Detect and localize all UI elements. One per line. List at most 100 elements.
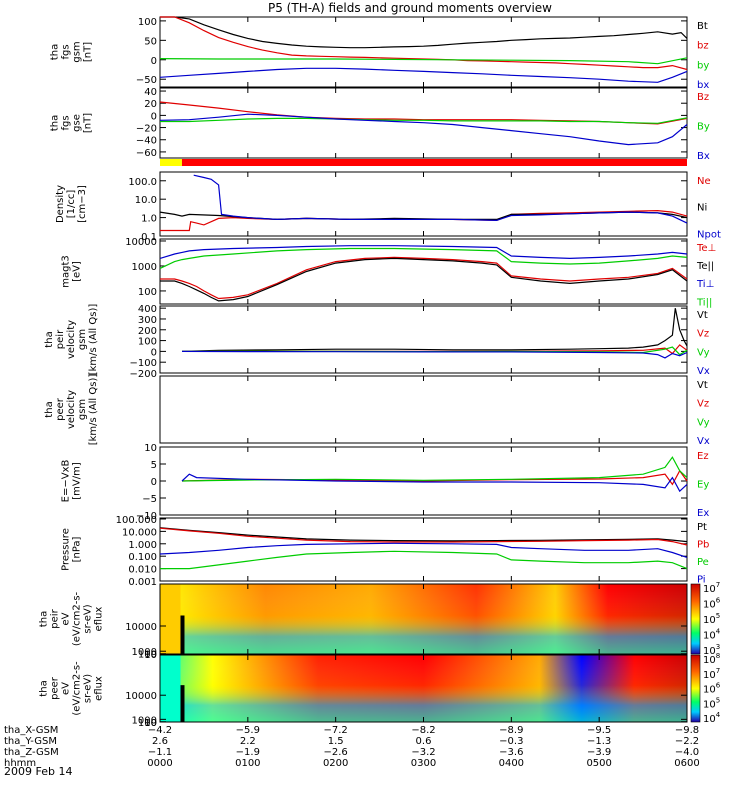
status-bar-segment (160, 159, 182, 166)
legend-label: Ex (697, 508, 709, 519)
colorbar-tick-label: 106 (703, 682, 721, 696)
x-axis-value: −4.2 (148, 725, 172, 736)
y-axis-label-line: tha (39, 680, 50, 696)
y-axis-label-line: sr-eV) (83, 674, 94, 703)
series-line-by (160, 117, 688, 124)
y-tick-label: −50 (136, 75, 157, 86)
y-axis-label-line: velocity (66, 390, 77, 429)
y-tick-label: 0.001 (128, 577, 157, 588)
legend-label: Vy (697, 417, 710, 428)
spectrogram-dropout (180, 685, 185, 722)
legend-label: Bz (697, 92, 709, 103)
y-axis-label-line: velocity (66, 320, 77, 359)
x-axis-row-label: tha_Y-GSM (4, 736, 57, 747)
y-tick-label: 40 (144, 87, 157, 98)
series-line-pb (159, 527, 688, 546)
series-line-ti (159, 245, 688, 260)
y-tick-label: 20 (144, 99, 157, 110)
x-axis-value: −3.2 (411, 747, 435, 758)
y-axis-label: tha peir velocity gsm [km/s (All Qs)] (44, 304, 99, 376)
x-axis-value: −7.2 (324, 725, 348, 736)
legend-label: Vt (697, 310, 708, 321)
y-tick-label: 100 (138, 337, 157, 348)
x-axis-value: −5.9 (236, 725, 260, 736)
y-axis-label-line: tha (44, 401, 55, 417)
legend-label: Vt (697, 380, 708, 391)
legend-label: Te|| (696, 261, 714, 272)
y-tick-label: 0.1 (141, 232, 157, 243)
x-axis-table: tha_X-GSMtha_Y-GSMtha_Z-GSMhhmm−4.22.6−1… (4, 725, 700, 769)
y-axis-label: tha fgs gsm [nT] (50, 41, 94, 62)
y-axis-label-line: [cm−3] (77, 185, 88, 223)
colorbar-tick-label: 108 (703, 652, 720, 666)
series-line-ne (160, 209, 688, 232)
y-tick-label: −100 (130, 358, 157, 369)
y-axis-label-line: E=−VxB (61, 460, 72, 503)
y-tick-label: 10 (144, 443, 157, 454)
date-label: 2009 Feb 14 (4, 765, 73, 778)
y-axis-label-line: tha (44, 331, 55, 347)
y-axis-label-line: eflux (94, 607, 105, 632)
y-tick-label: −10 (136, 511, 157, 522)
y-axis-label-line: peer (55, 397, 66, 421)
y-axis-label: tha peer eV (eV/cm2-s-sr-eV) eflux (39, 661, 105, 716)
y-tick-label: −40 (136, 136, 157, 147)
y-tick-label: 0 (151, 347, 157, 358)
y-axis-label-line: [km/s (All Qs)] (88, 374, 99, 446)
series-line-vt (181, 308, 688, 352)
x-axis-value: −8.9 (499, 725, 523, 736)
legend-label: Bx (697, 151, 710, 162)
panel-7: 10 5 0 −5 −10 E=−VxB [mV/m] Ez Ey Ex (61, 443, 710, 522)
legend-label: Vy (697, 347, 710, 358)
series-line-pi (159, 542, 688, 558)
y-axis-label-line: [nT] (83, 113, 94, 133)
colorbar-tick-label: 106 (703, 597, 721, 611)
y-tick-label: −200 (130, 369, 157, 380)
series-line-ey (181, 456, 688, 482)
series-line-bx (159, 67, 688, 83)
y-axis-label-line: (eV/cm2-s- (72, 661, 83, 716)
panel-frame (159, 517, 688, 582)
y-tick-label: 50 (144, 36, 157, 47)
y-tick-label: 10.0 (135, 195, 157, 206)
panel-frame (159, 375, 688, 444)
plot-title: P5 (TH-A) fields and ground moments over… (268, 1, 552, 15)
y-tick-label: 0 (151, 56, 157, 67)
y-axis-label-line: fgs (61, 44, 72, 59)
y-axis-label-line: tha (39, 611, 50, 627)
y-tick-label: 5 (151, 460, 157, 471)
y-tick-label: 200 (138, 326, 157, 337)
y-axis-label: tha peer velocity gsm [km/s (All Qs)] (44, 374, 99, 446)
y-tick-label: 100.0 (128, 177, 157, 188)
spectrogram-overlay (160, 655, 687, 722)
y-tick-label: 1.000 (128, 540, 157, 551)
y-axis-label-line: peir (50, 608, 61, 628)
x-axis-value: 0100 (235, 758, 260, 769)
y-tick-label: 1000 (132, 647, 157, 658)
colorbar-tick-label: 105 (703, 696, 720, 710)
y-axis-label: Pressure [nPa] (61, 528, 83, 571)
series-line-pt (159, 527, 688, 543)
y-axis-label: magt3 [eV] (61, 255, 83, 288)
x-axis-value: −1.1 (148, 747, 172, 758)
x-axis-value: −8.2 (411, 725, 435, 736)
y-tick-label: 10 (144, 718, 157, 729)
panel-frame (159, 16, 688, 88)
x-axis-value: −3.9 (587, 747, 611, 758)
legend-label: Vx (697, 436, 710, 447)
y-tick-label: 0 (151, 477, 157, 488)
y-axis-label: Density [1/cc] [cm−3] (55, 185, 88, 223)
y-axis-label-line: gsm (77, 399, 88, 420)
y-axis-label: tha peir eV (eV/cm2-s-sr-eV) eflux (39, 591, 105, 646)
y-tick-label: 1.0 (141, 214, 157, 225)
x-axis-value: 2.6 (152, 736, 168, 747)
y-axis-label-line: tha (50, 44, 61, 60)
legend-label: Ti|| (696, 297, 712, 308)
